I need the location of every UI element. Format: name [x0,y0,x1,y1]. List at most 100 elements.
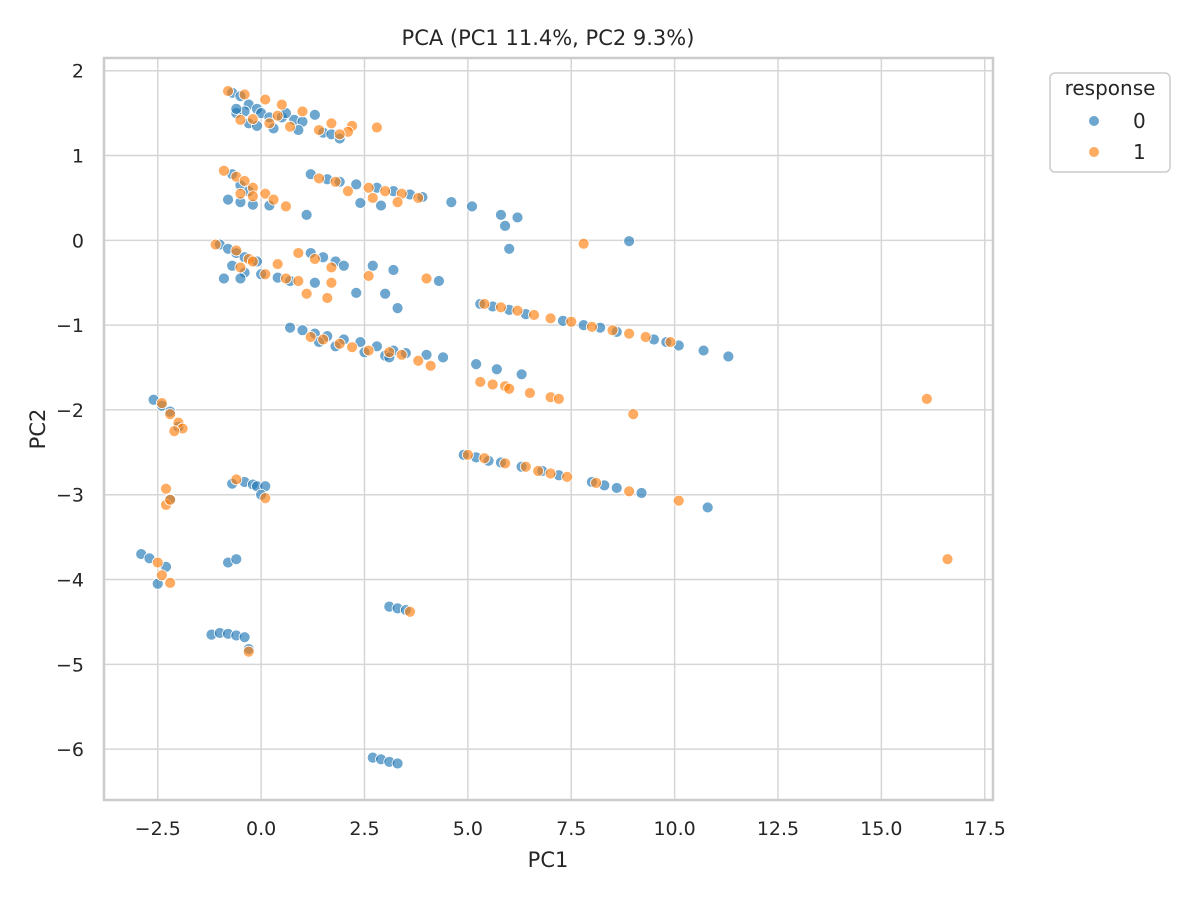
scatter-point-response-1 [234,261,247,274]
scatter-point-response-1 [271,258,284,270]
scatter-point-response-0 [234,272,247,285]
scatter-point-response-1 [209,238,222,251]
scatter-point-response-1 [151,556,164,569]
y-tick-label: −2 [56,400,84,422]
scatter-point-response-1 [664,336,677,348]
legend-marker-1 [1088,146,1100,158]
scatter-point-response-0 [387,264,400,276]
scatter-point-response-0 [697,344,710,357]
scatter-point-response-1 [478,452,491,465]
scatter-point-response-1 [313,172,325,185]
scatter-point-response-1 [300,287,313,300]
scatter-point-response-1 [565,315,578,328]
scatter-point-response-1 [495,301,507,314]
scatter-point-response-1 [552,392,565,405]
scatter-point-response-1 [325,117,338,130]
scatter-point-response-1 [238,88,251,101]
scatter-point-response-1 [321,292,334,304]
y-axis-label: PC2 [26,409,50,450]
x-tick-label: 10.0 [653,818,695,840]
scatter-point-response-1 [412,192,425,204]
scatter-point-response-1 [230,473,243,486]
scatter-point-response-1 [412,354,425,367]
scatter-point-response-1 [259,492,272,505]
scatter-point-response-0 [375,199,387,212]
scatter-point-response-0 [300,208,313,221]
scatter-point-response-1 [263,117,276,130]
scatter-point-response-1 [362,181,375,194]
scatter-point-response-1 [313,124,325,136]
scatter-point-response-1 [246,113,259,125]
scatter-point-response-0 [722,350,735,363]
scatter-point-response-0 [445,196,458,209]
legend-label-0: 0 [1133,109,1146,133]
x-tick-label: 0.0 [246,818,276,840]
y-tick-label: −4 [56,570,84,592]
scatter-point-response-1 [329,175,342,188]
scatter-point-response-1 [168,425,181,438]
scatter-point-response-1 [941,553,954,566]
scatter-point-response-1 [395,348,408,361]
scatter-point-response-1 [164,577,177,589]
y-tick-label: −5 [56,654,84,676]
scatter-point-response-1 [586,320,598,333]
scatter-point-response-1 [528,309,540,321]
scatter-point-response-1 [259,93,272,106]
scatter-point-response-0 [350,286,363,299]
scatter-point-response-1 [544,467,557,480]
scatter-point-response-1 [246,255,259,268]
scatter-point-response-1 [623,485,636,498]
scatter-point-response-0 [623,235,636,248]
scatter-point-response-0 [354,197,367,209]
scatter-point-response-1 [333,337,346,350]
x-axis-label: PC1 [528,848,569,872]
scatter-point-response-1 [371,121,383,134]
scatter-point-response-0 [296,324,309,337]
x-tick-label: 15.0 [860,818,902,840]
scatter-point-response-1 [627,408,640,421]
scatter-point-response-0 [701,501,714,514]
scatter-point-response-1 [379,185,392,198]
scatter-point-response-1 [280,272,292,285]
scatter-point-response-1 [259,187,272,200]
scatter-point-response-0 [366,259,379,272]
scatter-point-response-0 [230,102,243,115]
scatter-points [135,85,954,770]
scatter-point-response-1 [218,164,230,177]
scatter-point-response-1 [325,276,338,289]
scatter-point-response-0 [238,631,251,644]
scatter-point-response-0 [218,272,230,285]
scatter-point-response-0 [503,242,516,255]
scatter-point-response-0 [515,368,528,381]
scatter-point-response-1 [230,244,243,257]
scatter-point-response-1 [267,193,280,206]
scatter-point-response-1 [362,344,375,357]
scatter-point-response-1 [160,482,172,495]
plot-frame [102,56,995,802]
scatter-point-response-0 [284,321,296,334]
scatter-point-response-1 [499,457,511,470]
scatter-point-response-1 [155,397,168,410]
scatter-point-response-0 [490,363,503,376]
scatter-point-response-1 [519,460,532,473]
y-tick-label: 0 [72,230,84,252]
scatter-point-response-1 [478,298,491,310]
scatter-point-response-1 [523,387,536,399]
scatter-point-response-0 [511,211,524,224]
scatter-point-response-1 [503,382,516,395]
y-tick-label: −6 [56,739,84,761]
scatter-point-response-1 [155,569,168,582]
scatter-point-response-1 [275,98,288,111]
scatter-point-response-1 [280,200,292,213]
plot-area [104,58,993,800]
scatter-point-response-1 [639,331,652,343]
y-tick-label: 1 [72,146,84,168]
scatter-point-response-1 [346,341,358,354]
scatter-point-response-1 [342,185,354,198]
scatter-point-response-1 [325,261,338,274]
scatter-point-response-0 [420,348,433,361]
y-tick-label: 2 [72,61,84,83]
scatter-point-response-1 [292,247,305,259]
scatter-point-response-1 [238,175,251,187]
scatter-point-response-1 [234,114,247,126]
